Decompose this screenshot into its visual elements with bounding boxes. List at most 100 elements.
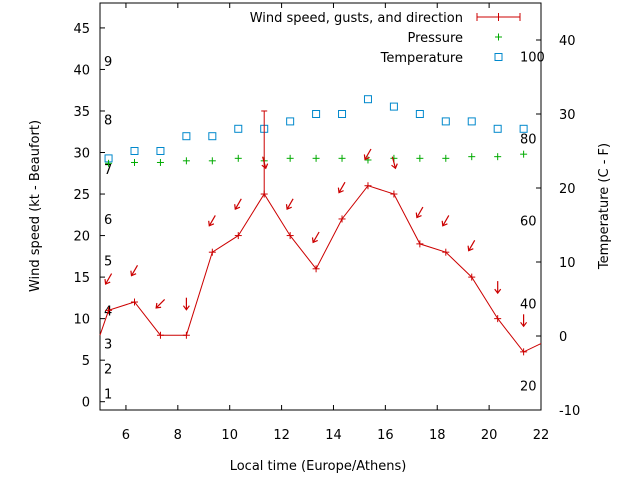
wind-direction-arrow-shaft bbox=[468, 240, 476, 251]
x-tick-label: 16 bbox=[377, 428, 394, 443]
fahrenheit-label: 60 bbox=[520, 215, 537, 230]
left-y-tick-label: 45 bbox=[73, 22, 90, 37]
wind-direction-arrow-shaft bbox=[130, 265, 139, 276]
wind-direction-arrow-head bbox=[415, 212, 422, 219]
wind-direction-arrow bbox=[208, 215, 216, 227]
temperature-point bbox=[286, 117, 295, 126]
x-tick-label: 20 bbox=[481, 428, 498, 443]
beaufort-label: 2 bbox=[104, 362, 112, 377]
temperature-point bbox=[493, 124, 502, 133]
wind-direction-arrow-head bbox=[363, 154, 370, 161]
beaufort-label: 9 bbox=[104, 55, 112, 70]
pressure-point bbox=[208, 157, 216, 165]
legend-label: Wind speed, gusts, and direction bbox=[250, 11, 463, 26]
wind-direction-arrow-shaft bbox=[364, 148, 372, 160]
temperature-point bbox=[519, 124, 528, 133]
beaufort-label: 8 bbox=[104, 113, 112, 128]
pressure-point bbox=[520, 150, 528, 158]
fahrenheit-label: 80 bbox=[520, 132, 537, 147]
wind-direction-arrow bbox=[130, 265, 139, 277]
wind-direction-arrow-head bbox=[391, 163, 398, 170]
wind-direction-arrow-shaft bbox=[338, 181, 346, 193]
temperature-point bbox=[182, 132, 191, 141]
right-y-tick-label: 10 bbox=[559, 256, 576, 271]
wind-direction-arrow-head bbox=[261, 163, 269, 170]
wind-direction-arrow bbox=[494, 281, 502, 295]
beaufort-label: 3 bbox=[104, 338, 112, 353]
plot-frame bbox=[99, 2, 542, 411]
temperature-point bbox=[467, 117, 476, 126]
pressure-point bbox=[286, 154, 294, 162]
wind-direction-arrow bbox=[467, 240, 476, 252]
wind-direction-arrow bbox=[311, 231, 320, 244]
temperature-point bbox=[234, 124, 243, 133]
temperature-point bbox=[130, 147, 139, 155]
x-tick-label: 12 bbox=[273, 428, 290, 443]
temperature-point bbox=[156, 147, 165, 155]
temperature-point bbox=[338, 110, 347, 118]
right-y-tick-label: 20 bbox=[559, 182, 576, 197]
wind-direction-arrow bbox=[261, 156, 269, 170]
beaufort-scale-labels: 123456789 bbox=[104, 55, 112, 402]
left-y-tick-label: 0 bbox=[82, 396, 90, 411]
right-y-axis-ticks: -10 0 10 20 30 40 bbox=[536, 34, 580, 419]
x-tick-label: 10 bbox=[221, 428, 238, 443]
x-tick-label: 18 bbox=[429, 428, 446, 443]
x-tick-label: 6 bbox=[122, 428, 130, 443]
left-y-tick-label: 5 bbox=[82, 354, 90, 369]
wind-direction-arrow-shaft bbox=[105, 273, 113, 285]
wind-direction-arrow bbox=[285, 198, 294, 211]
x-axis-ticks: 6 8 10 12 14 16 18 20 22 bbox=[122, 3, 549, 443]
wind-direction-arrow-head bbox=[182, 305, 190, 311]
wind-direction-arrow bbox=[182, 297, 190, 311]
wind-speed-line bbox=[99, 185, 542, 353]
pressure-point bbox=[338, 154, 346, 162]
wind-direction-arrow-head bbox=[311, 237, 318, 244]
x-tick-label: 14 bbox=[325, 428, 342, 443]
left-y-tick-label: 40 bbox=[73, 63, 90, 78]
pressure-point bbox=[182, 157, 190, 165]
wind-direction-arrow bbox=[155, 299, 166, 309]
pressure-point bbox=[442, 154, 450, 162]
x-tick-label: 22 bbox=[533, 428, 550, 443]
fahrenheit-label: 20 bbox=[520, 380, 537, 395]
legend-item: Pressure bbox=[407, 31, 502, 46]
legend-label: Pressure bbox=[407, 31, 463, 46]
beaufort-label: 7 bbox=[104, 163, 112, 178]
temperature-point bbox=[389, 102, 398, 111]
wind-direction-arrow-shaft bbox=[234, 198, 242, 210]
wind-direction-arrow-shaft bbox=[286, 198, 294, 210]
left-y-tick-label: 30 bbox=[73, 147, 90, 162]
wind-direction-arrow-head bbox=[208, 220, 215, 227]
wind-direction-arrow-head bbox=[337, 187, 344, 194]
legend: Wind speed, gusts, and direction Pressure… bbox=[250, 11, 521, 66]
fahrenheit-label: 40 bbox=[520, 297, 537, 312]
x-axis-label: Local time (Europe/Athens) bbox=[230, 459, 407, 474]
right-y-tick-label: -10 bbox=[559, 404, 580, 419]
beaufort-label: 5 bbox=[104, 254, 112, 269]
temperature-point bbox=[363, 95, 372, 104]
fahrenheit-scale-labels: 20 40 60 80 100 bbox=[520, 50, 545, 394]
left-y-tick-label: 20 bbox=[73, 230, 90, 245]
fahrenheit-label: 100 bbox=[520, 50, 545, 65]
left-y-tick-label: 15 bbox=[73, 271, 90, 286]
wind-direction-arrow bbox=[104, 273, 113, 285]
beaufort-label: 1 bbox=[104, 387, 112, 402]
wind-direction-arrow-shaft bbox=[208, 215, 216, 227]
temperature-point bbox=[312, 110, 321, 118]
wind-direction-arrow bbox=[441, 215, 450, 227]
pressure-point bbox=[416, 154, 424, 162]
x-tick-label: 8 bbox=[174, 428, 182, 443]
wind-direction-arrow-head bbox=[104, 278, 111, 285]
pressure-point bbox=[105, 159, 113, 167]
wind-direction-arrow-shaft bbox=[312, 231, 320, 243]
wind-direction-arrow bbox=[391, 156, 398, 170]
wind-direction-arrow-head bbox=[285, 204, 292, 211]
temperature-point bbox=[441, 117, 450, 126]
left-y-axis-ticks: 0 5 10 15 20 25 30 35 40 45 bbox=[73, 22, 105, 411]
legend-label: Temperature bbox=[380, 51, 463, 66]
wind-direction-arrow bbox=[234, 198, 242, 211]
left-y-tick-label: 35 bbox=[73, 105, 90, 120]
wind-direction-arrow bbox=[415, 206, 424, 219]
right-y-tick-label: 0 bbox=[559, 330, 567, 345]
